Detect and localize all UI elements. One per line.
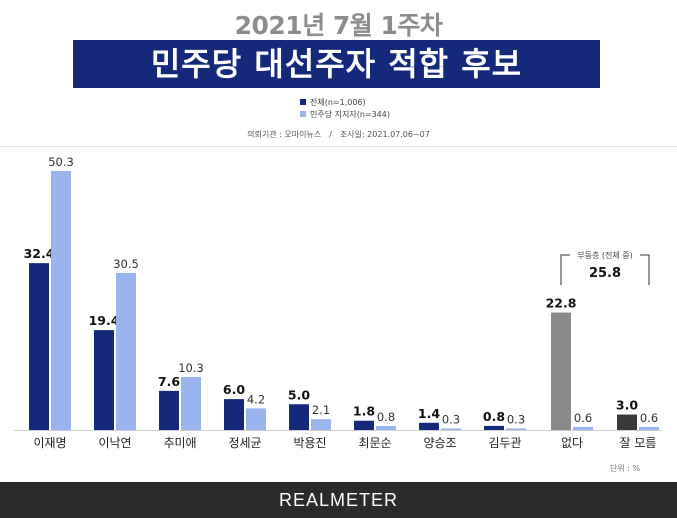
legend-label-total: 전체(n=1,006) [310,97,366,107]
bar-supporters-9 [639,426,659,430]
meta-separator: / [329,130,332,139]
value-label-total-5: 1.8 [353,404,375,419]
bracket-label-bg [570,248,640,260]
survey-meta: 의뢰기관 : 오마이뉴스 / 조사일: 2021.07.06~07 [0,129,677,140]
bar-supporters-8 [573,426,593,430]
category-label-7: 김두관 [488,436,521,450]
bar-supporters-2 [181,376,201,430]
value-label-supporters-7: 0.3 [507,412,525,426]
value-label-supporters-0: 50.3 [48,155,74,169]
value-label-supporters-5: 0.8 [377,410,395,424]
category-label-1: 이낙연 [98,436,131,450]
value-label-total-0: 32.4 [24,246,55,261]
legend: 전체(n=1,006) 민주당 지지자(n=344) [300,96,390,120]
category-label-3: 정세균 [228,436,261,450]
bar-total-0 [29,263,49,430]
top-title: 2021년 7월 1주차 [234,11,443,40]
value-label-total-4: 5.0 [288,387,310,402]
value-label-total-9: 3.0 [616,398,638,413]
bar-supporters-5 [376,425,396,430]
legend-item-total: 전체(n=1,006) [300,96,390,108]
legend-swatch-supporters [300,111,306,117]
bar-supporters-3 [246,408,266,430]
value-label-supporters-3: 4.2 [247,392,265,406]
legend-item-supporters: 민주당 지지자(n=344) [300,108,390,120]
bar-total-2 [159,390,179,430]
undecided-label: 부동층 (전체 중) [577,250,633,260]
survey-agency: 의뢰기관 : 오마이뉴스 [247,130,322,139]
category-label-5: 최문순 [358,436,391,450]
bar-total-3 [224,399,244,430]
footer-brand: REALMETER [0,482,677,518]
value-label-total-7: 0.8 [483,409,505,424]
value-label-total-1: 19.4 [89,313,120,328]
value-label-total-6: 1.4 [418,406,440,421]
bar-chart: 32.4 50.3 이재명 19.4 30.5 이낙연 7.610.3 추미애 6.04.2 정세… [14,155,662,450]
bar-total-1 [94,330,114,430]
value-label-supporters-6: 0.3 [442,412,460,426]
bar-total-6 [419,422,439,430]
bar-supporters-4 [311,419,331,430]
bar-total-5 [354,420,374,430]
category-label-9: 잘 모름 [620,436,657,450]
value-label-supporters-9: 0.6 [640,411,658,425]
legend-label-supporters: 민주당 지지자(n=344) [310,109,390,119]
category-label-2: 추미애 [163,436,196,450]
value-label-total-8: 22.8 [546,296,577,311]
value-label-total-2: 7.6 [158,374,180,389]
value-label-supporters-1: 30.5 [113,257,139,271]
bar-total-8 [551,312,571,430]
bar-supporters-0 [51,170,71,430]
bar-supporters-7 [506,428,526,430]
bar-total-7 [484,425,504,430]
title-banner: 민주당 대선주자 적합 후보 [73,40,600,88]
bar-supporters-1 [116,272,136,430]
divider [0,146,677,147]
unit-label: 단위 : % [610,464,641,473]
category-label-8: 없다 [561,436,583,450]
value-label-supporters-8: 0.6 [574,411,592,425]
category-label-4: 박용진 [293,436,326,450]
bar-supporters-6 [441,428,461,430]
category-label-0: 이재명 [33,436,66,450]
bar-total-4 [289,404,309,430]
category-label-6: 양승조 [423,436,456,450]
undecided-value: 25.8 [589,266,621,281]
legend-swatch-total [300,99,306,105]
bar-total-9 [617,414,637,430]
value-label-supporters-4: 2.1 [312,403,330,417]
value-label-total-3: 6.0 [223,382,245,397]
value-label-supporters-2: 10.3 [178,361,204,375]
survey-date: 조사일: 2021.07.06~07 [339,130,430,139]
